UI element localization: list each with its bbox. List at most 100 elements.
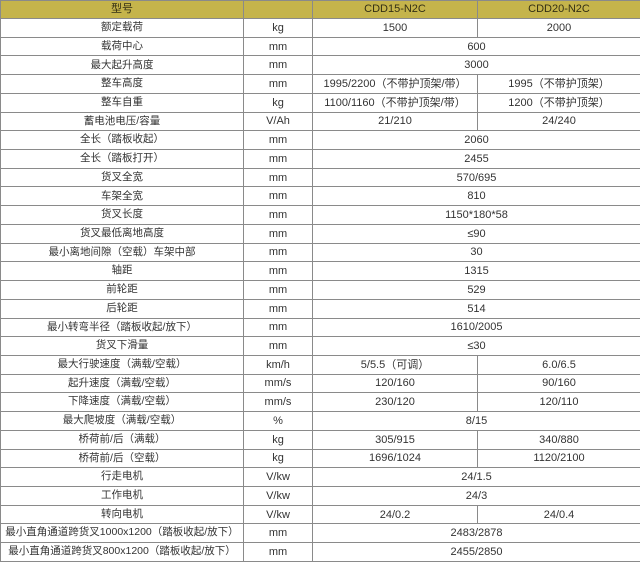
spec-value-merged: 529 <box>312 280 640 300</box>
spec-value-cdd15: 21/210 <box>312 111 478 132</box>
spec-label: 最小转弯半径（踏板收起/放下） <box>0 317 244 338</box>
table-row: 全长（踏板打开） mm 2455 <box>0 149 640 169</box>
table-row: 全长（踏板收起） mm 2060 <box>0 130 640 151</box>
spec-label: 行走电机 <box>0 467 244 487</box>
spec-table-body: 额定载荷 kg 1500 2000 载荷中心 mm 600 最大起升高度 mm 3000 整车高度 m… <box>0 18 640 562</box>
spec-unit: V/Ah <box>243 111 313 132</box>
spec-value-cdd15: 1696/1024 <box>312 448 478 469</box>
spec-label: 转向电机 <box>0 504 244 525</box>
spec-label: 后轮距 <box>0 298 244 319</box>
spec-unit: mm/s <box>243 373 313 394</box>
spec-label: 整车自重 <box>0 92 244 113</box>
spec-unit: kg <box>243 18 313 38</box>
spec-unit: mm <box>243 167 313 188</box>
table-row: 整车高度 mm 1995/2200（不带护顶架/带） 1995（不带护顶架） <box>0 74 640 94</box>
spec-value-cdd20: 120/110 <box>477 392 640 413</box>
spec-value-cdd20: 1120/2100 <box>477 448 640 469</box>
spec-value-merged: 514 <box>312 298 640 319</box>
table-row: 下降速度（满载/空载） mm/s 230/120 120/110 <box>0 392 640 413</box>
spec-value-cdd20: 90/160 <box>477 373 640 394</box>
spec-unit: % <box>243 411 313 431</box>
table-row: 桥荷前/后（空载） kg 1696/1024 1120/2100 <box>0 448 640 469</box>
spec-label: 全长（踏板收起） <box>0 130 244 151</box>
spec-unit: mm <box>243 317 313 338</box>
spec-unit: km/h <box>243 354 313 375</box>
spec-label: 桥荷前/后（空载） <box>0 448 244 469</box>
table-row: 工作电机 V/kw 24/3 <box>0 485 640 506</box>
table-row: 后轮距 mm 514 <box>0 298 640 319</box>
spec-value-merged: 810 <box>312 186 640 207</box>
spec-value-merged: 2455/2850 <box>312 542 640 562</box>
spec-unit: kg <box>243 448 313 469</box>
spec-unit: V/kw <box>243 504 313 525</box>
spec-unit: mm <box>243 298 313 319</box>
spec-unit: mm <box>243 36 313 57</box>
table-row: 车架全宽 mm 810 <box>0 186 640 207</box>
table-row: 最大爬坡度（满载/空载）% 8/15 <box>0 411 640 431</box>
spec-value-cdd20: 2000 <box>477 18 640 38</box>
table-row: 最大行驶速度（满载/空载） km/h 5/5.5（可调） 6.0/6.5 <box>0 354 640 375</box>
spec-value-merged: 600 <box>312 36 640 57</box>
spec-label: 最小直角通道跨货叉1000x1200（踏板收起/放下） <box>0 523 244 544</box>
spec-value-cdd20: 1995（不带护顶架） <box>477 74 640 94</box>
spec-label: 货叉最低离地高度 <box>0 223 244 244</box>
table-row: 货叉最低离地高度 mm ≤90 <box>0 223 640 244</box>
table-row: 货叉下滑量 mm ≤30 <box>0 336 640 356</box>
spec-label: 蓄电池电压/容量 <box>0 111 244 132</box>
spec-value-cdd15: 120/160 <box>312 373 478 394</box>
spec-value-cdd15: 5/5.5（可调） <box>312 354 478 375</box>
table-row: 整车自重 kg 1100/1160（不带护顶架/带） 1200（不带护顶架） <box>0 92 640 113</box>
table-row: 行走电机 V/kw 24/1.5 <box>0 467 640 487</box>
table-row: 起升速度（满载/空载） mm/s 120/160 90/160 <box>0 373 640 394</box>
table-row: 最小直角通道跨货叉800x1200（踏板收起/放下） mm 2455/2850 <box>0 542 640 562</box>
spec-value-merged: 24/1.5 <box>312 467 640 487</box>
spec-label: 货叉长度 <box>0 205 244 225</box>
spec-value-merged: 570/695 <box>312 167 640 188</box>
spec-unit: V/kw <box>243 485 313 506</box>
spec-unit: mm <box>243 149 313 169</box>
table-row: 蓄电池电压/容量 V/Ah 21/210 24/240 <box>0 111 640 132</box>
spec-label: 工作电机 <box>0 485 244 506</box>
spec-label: 最小直角通道跨货叉800x1200（踏板收起/放下） <box>0 542 244 562</box>
spec-unit: mm <box>243 242 313 263</box>
spec-value-merged: 24/3 <box>312 485 640 506</box>
spec-unit: mm <box>243 542 313 562</box>
spec-unit: mm <box>243 523 313 544</box>
spec-label: 桥荷前/后（满载） <box>0 429 244 450</box>
spec-unit: mm/s <box>243 392 313 413</box>
spec-value-merged: 2483/2878 <box>312 523 640 544</box>
spec-unit: mm <box>243 55 313 76</box>
header-model-cdd15: CDD15-N2C <box>312 0 478 19</box>
spec-value-cdd20: 1200（不带护顶架） <box>477 92 640 113</box>
spec-label: 整车高度 <box>0 74 244 94</box>
spec-value-merged: 1150*180*58 <box>312 205 640 225</box>
spec-label: 前轮距 <box>0 280 244 300</box>
spec-label: 车架全宽 <box>0 186 244 207</box>
spec-value-merged: 3000 <box>312 55 640 76</box>
spec-unit: mm <box>243 74 313 94</box>
table-row: 载荷中心 mm 600 <box>0 36 640 57</box>
spec-unit: V/kw <box>243 467 313 487</box>
spec-value-cdd15: 305/915 <box>312 429 478 450</box>
spec-value-cdd15: 230/120 <box>312 392 478 413</box>
header-parameter-label: 型号 <box>0 0 244 19</box>
spec-label: 全长（踏板打开） <box>0 149 244 169</box>
spec-unit: mm <box>243 336 313 356</box>
spec-value-merged: 1315 <box>312 261 640 282</box>
header-model-cdd20: CDD20-N2C <box>477 0 640 19</box>
spec-value-merged: 2455 <box>312 149 640 169</box>
spec-unit: kg <box>243 429 313 450</box>
spec-value-cdd15: 24/0.2 <box>312 504 478 525</box>
table-row: 最小转弯半径（踏板收起/放下） mm 1610/2005 <box>0 317 640 338</box>
spec-value-cdd15: 1100/1160（不带护顶架/带） <box>312 92 478 113</box>
spec-unit: kg <box>243 92 313 113</box>
table-row: 最小离地间隙（空载）车架中部 mm 30 <box>0 242 640 263</box>
spec-label: 货叉全宽 <box>0 167 244 188</box>
header-row: 型号 CDD15-N2C CDD20-N2C <box>0 0 640 19</box>
spec-label: 最大行驶速度（满载/空载） <box>0 354 244 375</box>
spec-unit: mm <box>243 130 313 151</box>
spec-value-merged: ≤30 <box>312 336 640 356</box>
table-row: 转向电机 V/kw 24/0.2 24/0.4 <box>0 504 640 525</box>
